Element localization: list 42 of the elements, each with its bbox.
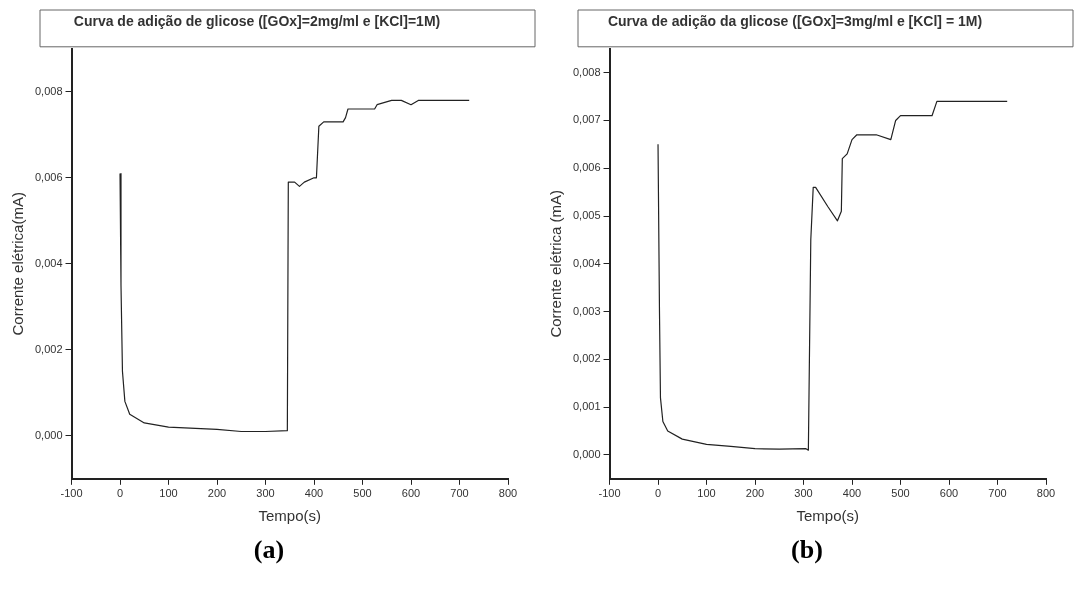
x-tick-label: 700 (450, 487, 469, 500)
y-tick-label: 0,004 (573, 256, 601, 269)
x-tick-label: 300 (794, 487, 813, 500)
y-tick-label: 0,007 (573, 113, 601, 126)
y-tick-label: 0,005 (573, 209, 601, 222)
x-axis-title: Tempo(s) (796, 507, 860, 525)
x-tick-label: 200 (207, 487, 227, 500)
x-tick-label: 0 (654, 487, 662, 500)
y-axis-title: Corrente elétrica(mA) (9, 192, 27, 336)
y-tick-label: 0,004 (35, 256, 63, 269)
text: (b) (790, 535, 824, 565)
x-tick-label: 0 (116, 487, 124, 500)
y-tick-label: 0,006 (35, 170, 63, 183)
x-tick-label: 700 (988, 487, 1007, 500)
y-tick-label: 0,006 (573, 161, 601, 174)
x-tick-label: 800 (498, 487, 518, 500)
chart-title: Curva de adição de glicose ([GOx]=2mg/ml e [KCl]=1M) (73, 13, 441, 30)
y-tick-label: 0,008 (573, 65, 601, 78)
y-axis-title: Corrente elétrica (mA) (547, 190, 565, 338)
y-tick-label: 0,002 (35, 342, 63, 355)
x-tick-label: 400 (304, 487, 324, 500)
x-axis-title: Tempo(s) (258, 507, 322, 525)
y-tick-label: 0,000 (35, 428, 63, 441)
x-tick-label: 500 (353, 487, 372, 500)
x-tick-label: 100 (159, 487, 178, 500)
x-tick-label: 600 (401, 487, 421, 500)
chart-title: Curva de adição da glicose ([GOx]=3mg/ml e [KCl] = 1M) (607, 13, 983, 30)
y-tick-label: 0,003 (573, 304, 601, 317)
x-tick-label: 200 (745, 487, 765, 500)
text: (a) (252, 535, 286, 565)
x-tick-label: -100 (598, 487, 621, 500)
y-tick-label: 0,000 (573, 447, 601, 460)
x-tick-label: 800 (1036, 487, 1056, 500)
x-tick-label: 600 (939, 487, 959, 500)
x-tick-label: 100 (697, 487, 716, 500)
x-tick-label: 400 (842, 487, 862, 500)
x-tick-label: -100 (60, 487, 83, 500)
x-tick-label: 300 (256, 487, 275, 500)
y-tick-label: 0,008 (35, 84, 63, 97)
y-tick-label: 0,002 (573, 352, 601, 365)
x-tick-label: 500 (891, 487, 910, 500)
y-tick-label: 0,001 (573, 400, 601, 413)
